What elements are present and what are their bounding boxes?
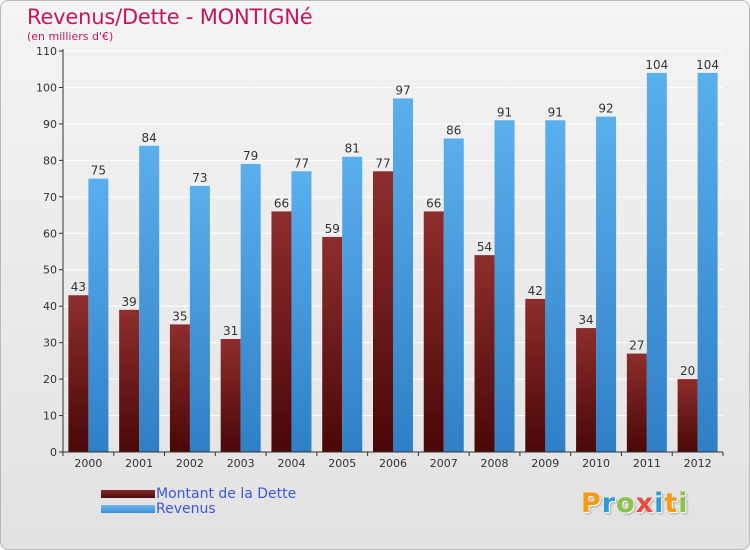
logo-letter: P (581, 488, 602, 519)
bar-dette-2011 (626, 353, 647, 452)
legend-label-dette: Montant de la Dette (156, 486, 297, 502)
x-tick-label-2001: 2001 (125, 457, 153, 470)
y-tick-label: 70 (43, 191, 57, 204)
bar-revenus-2002 (189, 185, 210, 452)
y-tick-label: 10 (43, 410, 57, 423)
data-label-dette-2009: 42 (528, 284, 543, 298)
bars (68, 72, 718, 453)
y-tick-label: 0 (50, 446, 57, 459)
data-label-dette-2011: 27 (629, 339, 644, 353)
bar-dette-2002 (169, 324, 190, 452)
data-label-revenus-2007: 86 (446, 123, 461, 137)
bar-revenus-2008 (494, 120, 515, 452)
bar-revenus-2005 (342, 156, 363, 452)
data-label-revenus-2009: 91 (548, 105, 563, 119)
bar-dette-2009 (525, 298, 546, 452)
y-tick-label: 30 (43, 337, 57, 350)
bar-dette-2000 (68, 295, 89, 452)
x-tick-label-2004: 2004 (277, 457, 305, 470)
x-tick-label-2003: 2003 (227, 457, 255, 470)
bar-revenus-2007 (443, 138, 464, 452)
bar-dette-2005 (322, 236, 343, 452)
y-tick-label: 20 (43, 373, 57, 386)
x-tick-label-2008: 2008 (481, 457, 509, 470)
data-label-revenus-2003: 79 (243, 149, 258, 163)
data-label-dette-2007: 66 (426, 196, 441, 210)
data-label-revenus-2005: 81 (345, 142, 360, 156)
labels: 43 75 39 84 35 73 31 79 66 77 59 81 77 97 66 86 54 91 42 91… (71, 58, 719, 378)
y-tick-label: 60 (43, 227, 57, 240)
data-label-dette-2006: 77 (375, 156, 390, 170)
data-label-revenus-2004: 77 (294, 156, 309, 170)
data-label-revenus-2001: 84 (142, 131, 157, 145)
y-tick-label: 90 (43, 118, 57, 131)
x-tick-label-2011: 2011 (633, 457, 661, 470)
axes: 0 10 20 30 40 50 60 70 80 90 100 110 2000 2001 2002 200… (36, 45, 724, 470)
data-label-dette-2002: 35 (172, 309, 187, 323)
y-tick-label: 100 (36, 81, 57, 94)
y-tick-label: 110 (36, 45, 57, 58)
bar-revenus-2011 (646, 72, 667, 452)
data-label-dette-2005: 59 (325, 222, 340, 236)
data-label-dette-2010: 34 (578, 313, 593, 327)
x-tick-label-2012: 2012 (684, 457, 712, 470)
data-label-revenus-2002: 73 (192, 171, 207, 185)
legend-swatch-revenus (101, 505, 155, 513)
y-tick-label: 40 (43, 300, 57, 313)
bar-revenus-2001 (139, 145, 160, 453)
logo-letter: t (664, 488, 679, 519)
bar-dette-2010 (576, 328, 597, 452)
x-tick-label-2002: 2002 (176, 457, 204, 470)
x-tick-label-2006: 2006 (379, 457, 407, 470)
data-label-dette-2004: 66 (274, 196, 289, 210)
bar-revenus-2000 (88, 178, 109, 452)
x-tick-label-2005: 2005 (328, 457, 356, 470)
bar-dette-2008 (474, 255, 495, 452)
data-label-dette-2000: 43 (71, 280, 86, 294)
bar-dette-2006 (373, 171, 393, 453)
y-tick-label: 80 (43, 154, 57, 167)
bar-revenus-2006 (393, 98, 413, 453)
legend-label-revenus: Revenus (156, 501, 216, 517)
bar-dette-2007 (423, 211, 444, 452)
logo-letter: x (635, 488, 655, 519)
data-label-dette-2001: 39 (122, 295, 137, 309)
logo-letter: r (601, 488, 617, 519)
chart-subtitle: (en milliers d'€) (27, 30, 114, 43)
data-label-dette-2003: 31 (223, 324, 238, 338)
data-label-revenus-2000: 75 (91, 164, 106, 178)
x-tick-label-2009: 2009 (531, 457, 559, 470)
bar-dette-2012 (677, 379, 698, 452)
bar-revenus-2009 (545, 120, 566, 452)
proxiti-logo: Proxiti (581, 488, 689, 519)
data-label-dette-2008: 54 (477, 240, 492, 254)
logo-letter: i (678, 488, 689, 519)
y-tick-label: 50 (43, 264, 57, 277)
logo-letter: o (616, 488, 636, 519)
bar-dette-2004 (271, 211, 292, 452)
chart-title: Revenus/Dette - MONTIGNé (27, 5, 313, 29)
x-tick-label-2007: 2007 (430, 457, 458, 470)
x-tick-label-2000: 2000 (74, 457, 102, 470)
data-label-revenus-2010: 92 (598, 102, 613, 116)
data-label-dette-2012: 20 (680, 364, 695, 378)
data-label-revenus-2012: 104 (696, 58, 719, 72)
x-tick-label-2010: 2010 (582, 457, 610, 470)
data-label-revenus-2008: 91 (497, 105, 512, 119)
data-label-revenus-2006: 97 (395, 83, 410, 97)
bar-dette-2001 (119, 309, 140, 452)
logo-letter: i (654, 488, 665, 519)
data-label-revenus-2011: 104 (645, 58, 668, 72)
legend-swatch-dette (101, 490, 155, 498)
bar-revenus-2012 (697, 72, 718, 452)
bar-revenus-2010 (596, 116, 617, 453)
bar-revenus-2004 (291, 171, 312, 453)
bar-dette-2003 (220, 338, 241, 452)
bar-revenus-2003 (240, 164, 261, 452)
